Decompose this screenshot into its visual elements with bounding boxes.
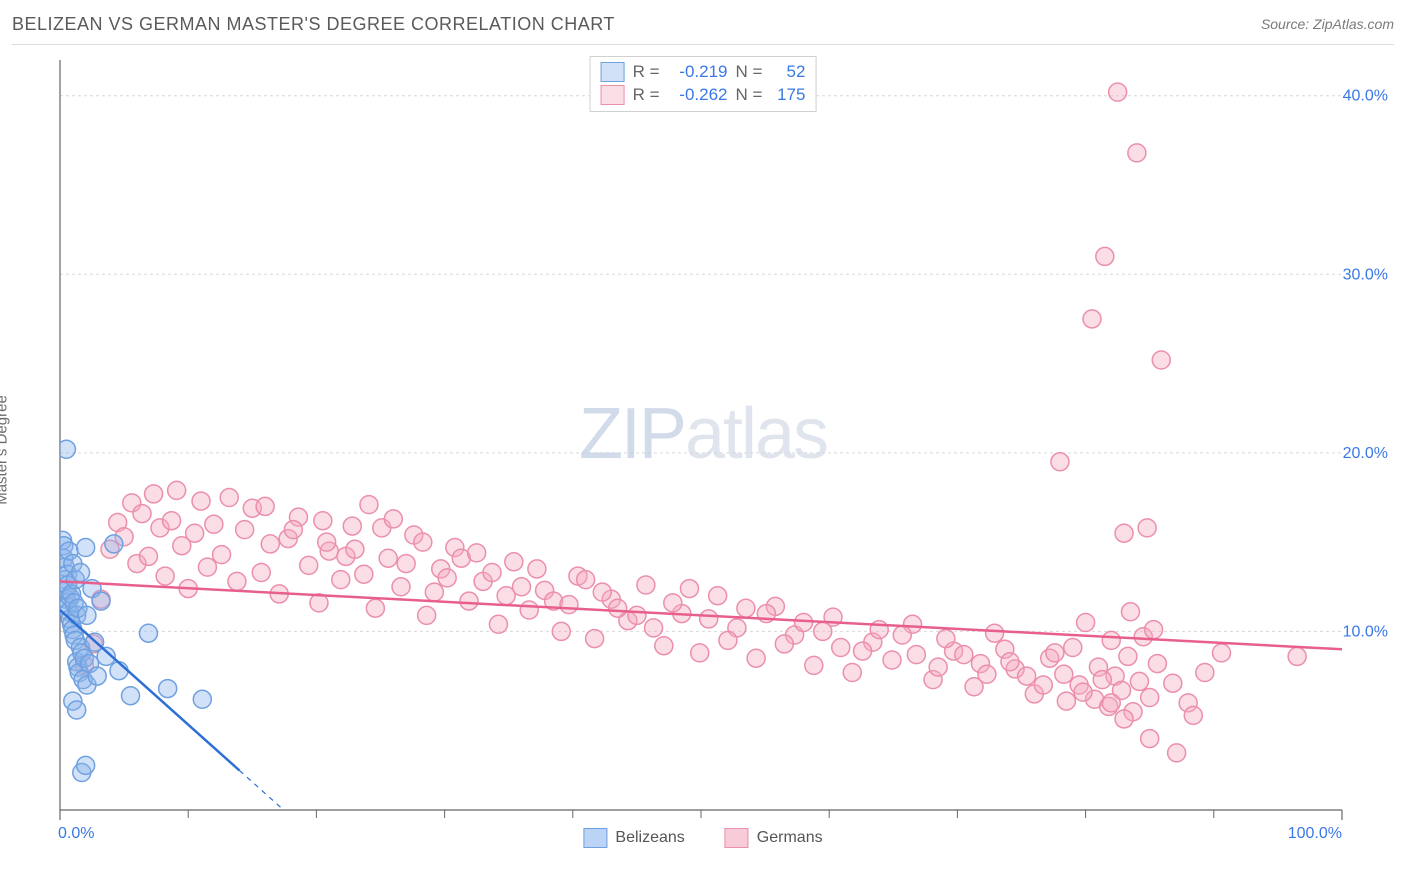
svg-text:10.0%: 10.0% xyxy=(1343,623,1388,640)
legend-label-belizeans: Belizeans xyxy=(615,829,684,847)
svg-text:40.0%: 40.0% xyxy=(1343,88,1388,105)
n-value-germans: 175 xyxy=(770,84,805,107)
n-label: N = xyxy=(736,84,763,107)
r-label: R = xyxy=(633,84,660,107)
source-name: ZipAtlas.com xyxy=(1313,16,1394,32)
chart-area: Master's Degree ZIPatlas 10.0%20.0%30.0%… xyxy=(12,50,1394,850)
swatch-germans xyxy=(601,85,625,105)
r-value-germans: -0.262 xyxy=(668,84,728,107)
source-credit: Source: ZipAtlas.com xyxy=(1261,16,1394,32)
source-prefix: Source: xyxy=(1261,16,1313,32)
correlation-legend: R = -0.219 N = 52 R = -0.262 N = 175 xyxy=(590,56,817,112)
chart-title: BELIZEAN VS GERMAN MASTER'S DEGREE CORRE… xyxy=(12,14,615,34)
legend-row-belizeans: R = -0.219 N = 52 xyxy=(601,61,806,84)
series-legend: Belizeans Germans xyxy=(583,828,822,848)
svg-text:30.0%: 30.0% xyxy=(1343,266,1388,283)
header-divider xyxy=(12,44,1394,45)
legend-item-belizeans: Belizeans xyxy=(583,828,684,848)
legend-label-germans: Germans xyxy=(757,829,823,847)
swatch-belizeans-icon xyxy=(583,828,607,848)
y-axis-label: Master's Degree xyxy=(0,395,11,505)
legend-row-germans: R = -0.262 N = 175 xyxy=(601,84,806,107)
svg-text:100.0%: 100.0% xyxy=(1288,825,1342,842)
r-value-belizeans: -0.219 xyxy=(668,61,728,84)
r-label: R = xyxy=(633,61,660,84)
svg-text:0.0%: 0.0% xyxy=(58,825,94,842)
swatch-belizeans xyxy=(601,62,625,82)
legend-item-germans: Germans xyxy=(725,828,823,848)
n-label: N = xyxy=(736,61,763,84)
svg-text:20.0%: 20.0% xyxy=(1343,445,1388,462)
n-value-belizeans: 52 xyxy=(770,61,805,84)
scatter-plot-svg: 10.0% 20.0% 30.0% 40.0% 0.0% 100.0% xyxy=(12,50,1394,850)
swatch-germans-icon xyxy=(725,828,749,848)
